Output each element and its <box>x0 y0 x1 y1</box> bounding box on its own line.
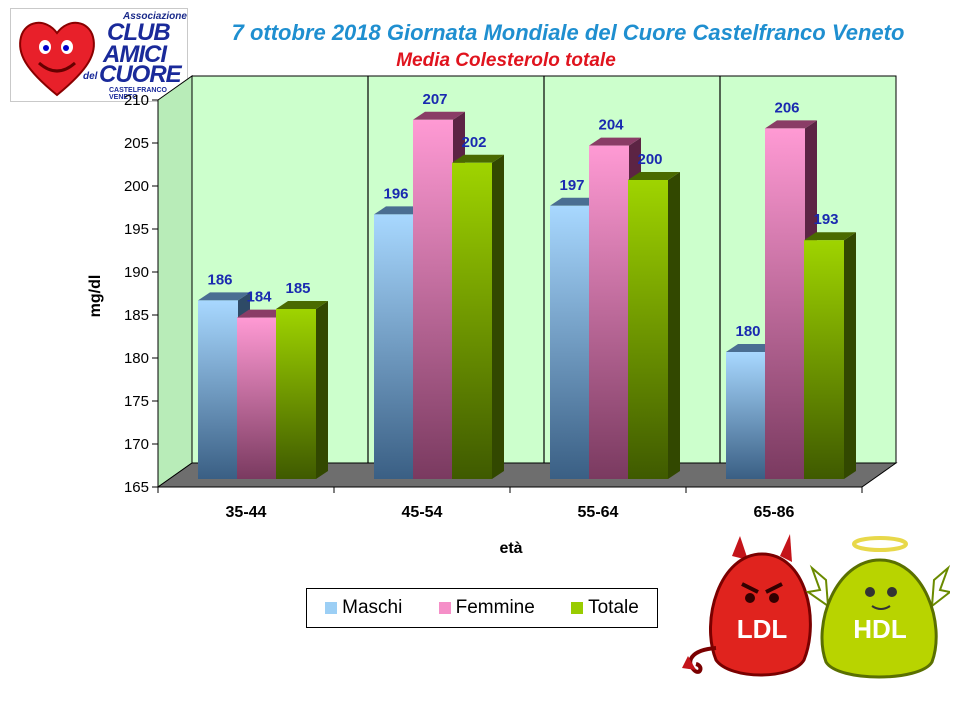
data-label: 197 <box>559 177 584 194</box>
logo-line: CLUB <box>107 19 171 46</box>
bar-front <box>550 205 590 480</box>
devil-mascot-icon: LDL <box>682 534 812 677</box>
legend-item-totale: Totale <box>571 597 639 619</box>
bar-top <box>804 232 856 241</box>
legend-label: Totale <box>588 597 639 618</box>
chart-title: 7 ottobre 2018 Giornata Mondiale del Cuo… <box>231 20 905 45</box>
bar-totale <box>452 154 504 480</box>
legend: Maschi Femmine Totale <box>306 588 658 628</box>
bar-front <box>589 145 629 479</box>
data-label: 180 <box>735 323 760 340</box>
logo-line: Associazione <box>123 11 187 22</box>
bar-front <box>237 317 277 479</box>
data-label: 193 <box>813 211 838 228</box>
data-label: 185 <box>285 280 310 297</box>
bar-front <box>804 240 844 479</box>
y-tick-label: 190 <box>124 264 149 281</box>
logo-line: CASTELFRANCO VENETO <box>109 87 167 101</box>
y-tick-label: 200 <box>124 178 149 195</box>
bar-top <box>276 301 328 309</box>
bar-totale <box>804 232 856 479</box>
bar-totale <box>276 301 328 479</box>
ldl-label: LDL <box>737 614 788 644</box>
bar-side <box>844 232 856 479</box>
hdl-label: HDL <box>853 614 907 644</box>
bar-front <box>765 128 805 479</box>
bar-front <box>374 214 414 479</box>
legend-label: Femmine <box>455 597 535 618</box>
y-tick-label: 185 <box>124 307 149 324</box>
legend-swatch <box>571 602 584 614</box>
bar-totale <box>628 172 680 479</box>
bar-front <box>628 180 668 479</box>
data-label: 196 <box>383 185 408 202</box>
bar-side <box>316 301 328 479</box>
axes-group: 165 170 175 180 185 190 195 200 205 210 35-44 45-54… <box>124 92 863 521</box>
y-tick-label: 165 <box>124 479 149 496</box>
bar-side <box>492 154 504 480</box>
data-label: 202 <box>461 134 486 151</box>
bar-top <box>413 111 465 120</box>
angel-mascot-icon: HDL <box>805 536 950 679</box>
x-tick-label: 55-64 <box>578 504 619 521</box>
legend-swatch <box>438 602 451 614</box>
data-label: 206 <box>774 99 799 116</box>
data-label: 184 <box>246 289 272 306</box>
data-label: 186 <box>207 271 232 288</box>
bar-side <box>668 172 680 479</box>
data-label: 207 <box>422 91 447 108</box>
y-tick-label: 210 <box>124 92 149 109</box>
x-tick-label: 35-44 <box>226 504 267 521</box>
mascots-illustration: LDL HDL <box>682 534 950 679</box>
y-axis-label: mg/dl <box>87 275 104 318</box>
y-tick-label: 180 <box>124 350 149 367</box>
club-logo: Associazione CLUB AMICI del CUORE CASTEL… <box>10 8 188 102</box>
x-tick-label: 45-54 <box>402 504 443 521</box>
bar-top <box>589 137 641 146</box>
bar-front <box>276 309 316 479</box>
x-axis-label: età <box>499 540 522 557</box>
heart-icon <box>19 22 95 97</box>
legend-item-maschi: Maschi <box>325 597 402 619</box>
data-label: 200 <box>637 151 662 168</box>
logo-line: CUORE <box>99 61 182 88</box>
legend-label: Maschi <box>342 597 403 618</box>
x-tick-label: 65-86 <box>754 504 795 521</box>
logo-line: AMICI <box>103 41 167 68</box>
chart-subtitle: Media Colesterolo totale <box>396 50 616 71</box>
plot-side-wall <box>157 75 193 488</box>
logo-line: del <box>83 71 98 82</box>
y-tick-label: 175 <box>124 393 149 410</box>
bar-front <box>726 352 766 479</box>
bar-top <box>628 172 680 180</box>
bar-front <box>452 162 492 480</box>
bar-top <box>765 120 817 129</box>
y-tick-label: 170 <box>124 436 149 453</box>
y-tick-label: 195 <box>124 221 149 238</box>
bar-top <box>198 292 250 301</box>
legend-item-femmine: Femmine <box>438 597 535 619</box>
bar-front <box>198 300 238 479</box>
bar-front <box>413 119 453 480</box>
y-tick-label: 205 <box>124 135 149 152</box>
bars-group: 186 184 185 196 207 202 197 204 200 180 206 193 <box>198 91 856 480</box>
legend-swatch <box>325 602 338 614</box>
plot-area <box>156 75 898 488</box>
bar-top <box>452 154 504 163</box>
bar-femmine <box>765 120 817 480</box>
data-label: 204 <box>598 117 624 134</box>
